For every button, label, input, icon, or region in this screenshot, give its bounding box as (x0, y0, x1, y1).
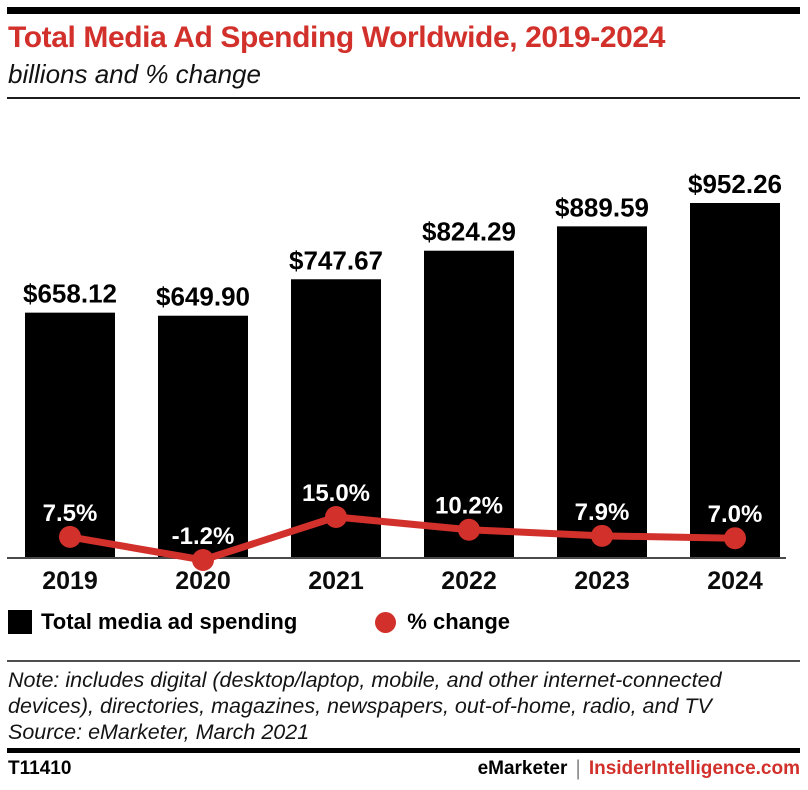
pct-change-line (69, 513, 736, 564)
pct-value-label: 10.2% (435, 493, 503, 520)
x-axis-label: 2020 (175, 567, 231, 595)
x-axis-label: 2023 (574, 567, 630, 595)
source-text: Source: eMarketer, March 2021 (8, 720, 310, 744)
legend-item-bars: Total media ad spending (8, 609, 297, 635)
x-axis-label: 2021 (308, 567, 364, 595)
pct-change-point (192, 548, 214, 571)
note-text: Note: includes digital (desktop/laptop, … (8, 668, 722, 718)
bar-swatch-icon (8, 610, 32, 634)
legend-line-label: % change (407, 609, 510, 634)
page-subtitle: billions and % change (8, 59, 261, 89)
chart-id: T11410 (8, 758, 72, 779)
footer-bar: T11410 eMarketer | InsiderIntelligence.c… (8, 757, 800, 781)
pct-change-point (724, 527, 746, 550)
pct-change-point (325, 505, 347, 528)
emarketer-brand: eMarketer (477, 758, 568, 779)
top-accent-bar (7, 7, 800, 14)
footer-divider (7, 748, 800, 753)
pct-change-point (591, 524, 613, 547)
pct-change-point (59, 525, 81, 548)
header-divider (7, 97, 800, 99)
brand-block: eMarketer | InsiderIntelligence.com (478, 757, 800, 781)
bar-2024 (690, 202, 780, 558)
page-title: Total Media Ad Spending Worldwide, 2019-… (8, 21, 665, 54)
pct-value-label: 15.0% (302, 480, 370, 507)
pct-value-label: 7.9% (575, 499, 630, 526)
x-axis-label: 2019 (42, 567, 98, 595)
line-dot-icon (375, 611, 397, 633)
bar-2022 (424, 250, 514, 558)
chart-canvas: $658.12 2019 $649.90 2020 $747.67 2021 $824.29… (7, 169, 786, 595)
bar-value-label: $889.59 (555, 192, 649, 222)
legend-item-line: % change (375, 609, 510, 635)
note-divider (7, 660, 800, 662)
chart-legend: Total media ad spending % change (8, 609, 510, 635)
bar-value-label: $658.12 (23, 279, 117, 309)
legend-bar-label: Total media ad spending (41, 609, 298, 634)
pct-value-label: 7.5% (43, 500, 98, 527)
bar-value-label: $952.26 (688, 169, 782, 199)
pct-value-label: 7.0% (708, 501, 763, 528)
bar-2020 (158, 315, 248, 558)
bar-value-label: $824.29 (422, 217, 516, 247)
x-axis-label: 2022 (441, 567, 497, 595)
pct-value-label: -1.2% (172, 523, 235, 550)
pct-change-point (458, 518, 480, 541)
bar-value-label: $747.67 (289, 245, 383, 275)
insider-intelligence-link[interactable]: InsiderIntelligence.com (588, 758, 800, 779)
bar-2023 (557, 226, 647, 558)
bar-value-label: $649.90 (156, 282, 250, 312)
bar-2019 (25, 312, 115, 558)
brand-separator: | (575, 757, 581, 780)
x-axis-label: 2024 (707, 567, 763, 595)
note-block: Note: includes digital (desktop/laptop, … (8, 667, 796, 745)
